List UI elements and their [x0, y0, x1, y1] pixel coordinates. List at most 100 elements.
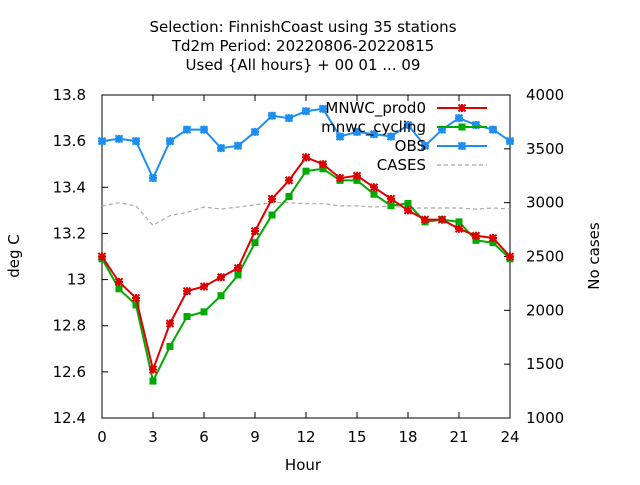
data-point-fill [490, 235, 496, 241]
y-tick-label: 13.8 [53, 86, 86, 104]
data-point [234, 271, 242, 279]
data-point-fill [184, 288, 190, 294]
data-point-cross [148, 173, 158, 183]
data-point-fill [150, 367, 156, 373]
data-point-fill [133, 295, 139, 301]
y2-tick-label: 4000 [526, 86, 564, 104]
legend-entry: MNWC_prod0 [325, 99, 487, 118]
y-tick-label: 13.6 [53, 132, 86, 150]
data-point-fill [337, 175, 343, 181]
data-point-cross [386, 132, 396, 141]
y2-axis-label: No cases [585, 222, 603, 290]
data-point [319, 165, 327, 173]
legend-entry: CASES [377, 156, 487, 174]
x-tick-label: 15 [347, 428, 366, 446]
data-point-cross [199, 125, 209, 134]
data-point-cross [420, 141, 430, 150]
x-tick-label: 6 [199, 428, 209, 446]
data-point-fill [473, 233, 479, 239]
series-obs [97, 104, 515, 183]
data-point-fill [371, 184, 377, 190]
title-line-1: Selection: FinnishCoast using 35 station… [149, 18, 456, 36]
data-point-cross [97, 136, 107, 146]
data-point-fill [99, 254, 105, 259]
data-point [115, 285, 123, 293]
data-point-cross [284, 113, 294, 123]
data-point-cross [471, 120, 481, 130]
series-line [101, 156, 511, 374]
legend-label: MNWC_prod0 [325, 99, 426, 118]
data-point-fill [235, 265, 241, 271]
y2-tick-label: 1500 [526, 355, 564, 373]
x-tick-label: 3 [148, 428, 158, 446]
data-point-cross [369, 130, 379, 139]
x-tick-label: 12 [296, 428, 315, 446]
legend-entry: OBS [395, 137, 487, 155]
data-point-fill [422, 217, 428, 223]
legend-marker-fill [459, 105, 465, 111]
data-point-fill [439, 217, 445, 223]
data-point [353, 176, 361, 184]
x-axis-label: Hour [285, 456, 322, 474]
data-point [217, 292, 225, 300]
data-point-fill [303, 154, 309, 160]
data-point-cross [267, 111, 277, 120]
data-point [387, 202, 395, 210]
series-mnwc-cycling [98, 165, 514, 385]
data-point-fill [269, 196, 275, 202]
data-point-cross [335, 132, 345, 141]
x-tick-label: 24 [500, 428, 519, 446]
chart-title: Selection: FinnishCoast using 35 station… [149, 18, 456, 74]
title-line-3: Used {All hours} + 00 01 ... 09 [186, 56, 421, 74]
data-point-fill [116, 279, 122, 285]
data-point-fill [218, 274, 224, 280]
y2-tick-label: 2500 [526, 248, 564, 266]
series-line [101, 202, 511, 227]
data-point [404, 199, 412, 207]
legend-label: OBS [395, 137, 426, 155]
data-point-cross [318, 104, 328, 114]
data-point-cross [114, 134, 124, 144]
data-point-fill [507, 254, 513, 259]
data-point-fill [405, 207, 411, 213]
x-tick-label: 9 [250, 428, 260, 446]
y-tick-label: 12.8 [53, 317, 86, 335]
y-tick-label: 12.4 [53, 409, 86, 427]
data-point [183, 312, 191, 320]
plot-frame [101, 94, 511, 419]
series-cases [101, 202, 511, 227]
x-tick-label: 0 [97, 428, 107, 446]
data-point-fill [286, 177, 292, 183]
data-point-fill [320, 161, 326, 167]
axis-ticks: 0 3 6 9 12 15 18 21 24 12.4 12.6 12.8 13 13.2 13.4 13.6… [53, 86, 565, 446]
y-tick-label: 13.4 [53, 178, 86, 196]
data-point-cross [301, 106, 311, 116]
data-point [132, 301, 140, 309]
legend-marker-cross [457, 141, 467, 151]
data-point-cross [488, 125, 498, 134]
data-point-fill [388, 196, 394, 202]
y-axis-label: deg C [5, 234, 23, 278]
data-point [489, 239, 497, 247]
data-point-fill [201, 283, 207, 289]
x-tick-label: 18 [398, 428, 417, 446]
series-line [101, 167, 511, 385]
series-layer [97, 104, 515, 385]
y-tick-label: 12.6 [53, 363, 86, 381]
data-point-fill [252, 228, 258, 234]
data-point [285, 193, 293, 201]
y2-tick-label: 3500 [526, 140, 564, 158]
data-point-fill [456, 226, 462, 232]
data-point-cross [250, 127, 260, 137]
legend-marker [458, 123, 466, 131]
data-point-cross [182, 125, 192, 134]
data-point [268, 211, 276, 219]
y-tick-label: 13 [67, 271, 86, 289]
y-tick-label: 13.2 [53, 224, 86, 242]
y2-tick-label: 3000 [526, 194, 564, 212]
data-point-cross [505, 136, 515, 146]
data-point [472, 236, 480, 244]
